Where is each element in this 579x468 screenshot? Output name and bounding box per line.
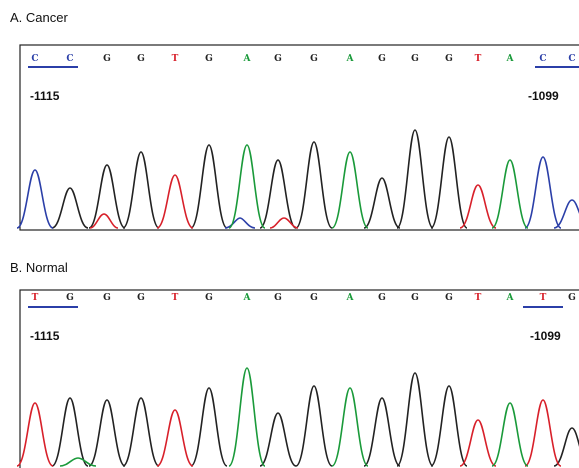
base-call: G — [205, 293, 213, 303]
base-call: G — [103, 54, 111, 64]
base-call: G — [310, 54, 318, 64]
base-call: G — [378, 293, 386, 303]
base-call: G — [274, 54, 282, 64]
base-call: G — [411, 293, 419, 303]
base-call: A — [243, 54, 252, 64]
base-call: A — [506, 54, 515, 64]
base-call: G — [378, 54, 386, 64]
panel-label: B. Normal — [10, 260, 68, 275]
base-call: G — [205, 54, 213, 64]
base-call: C — [31, 54, 38, 64]
base-call: G — [568, 293, 576, 303]
base-call: C — [539, 54, 546, 64]
trace-c — [17, 157, 579, 228]
base-call: G — [411, 54, 419, 64]
base-call: G — [310, 293, 318, 303]
page: A. Cancer -1115 -1099 C C G G T G A G G A G G G T A C C B. N… — [0, 0, 579, 468]
position-label: -1115 — [30, 329, 60, 343]
position-label: -1099 — [530, 329, 561, 343]
base-call: G — [445, 293, 453, 303]
base-call: C — [568, 54, 575, 64]
trace-g — [52, 373, 579, 466]
figure: A. Cancer -1115 -1099 C C G G T G A G G A G G G T A C C B. N… — [0, 0, 579, 468]
base-call: T — [172, 293, 179, 303]
panel-frame — [20, 45, 579, 230]
position-label: -1099 — [528, 89, 559, 103]
base-call: C — [66, 54, 73, 64]
base-call: A — [506, 293, 515, 303]
position-label: -1115 — [30, 89, 60, 103]
panel-label: A. Cancer — [10, 10, 68, 25]
trace-panel-b — [17, 368, 579, 466]
base-call: G — [103, 293, 111, 303]
base-call: G — [137, 54, 145, 64]
base-call: G — [445, 54, 453, 64]
base-call: T — [172, 54, 179, 64]
panel-frame — [20, 290, 579, 468]
base-call: A — [243, 293, 252, 303]
base-call: T — [540, 293, 547, 303]
trace-panel-a — [17, 130, 579, 228]
base-call: T — [475, 54, 482, 64]
base-call: G — [66, 293, 74, 303]
base-call: A — [346, 293, 355, 303]
base-call: T — [32, 293, 39, 303]
base-call: A — [346, 54, 355, 64]
base-call: T — [475, 293, 482, 303]
base-call: G — [137, 293, 145, 303]
base-call: G — [274, 293, 282, 303]
